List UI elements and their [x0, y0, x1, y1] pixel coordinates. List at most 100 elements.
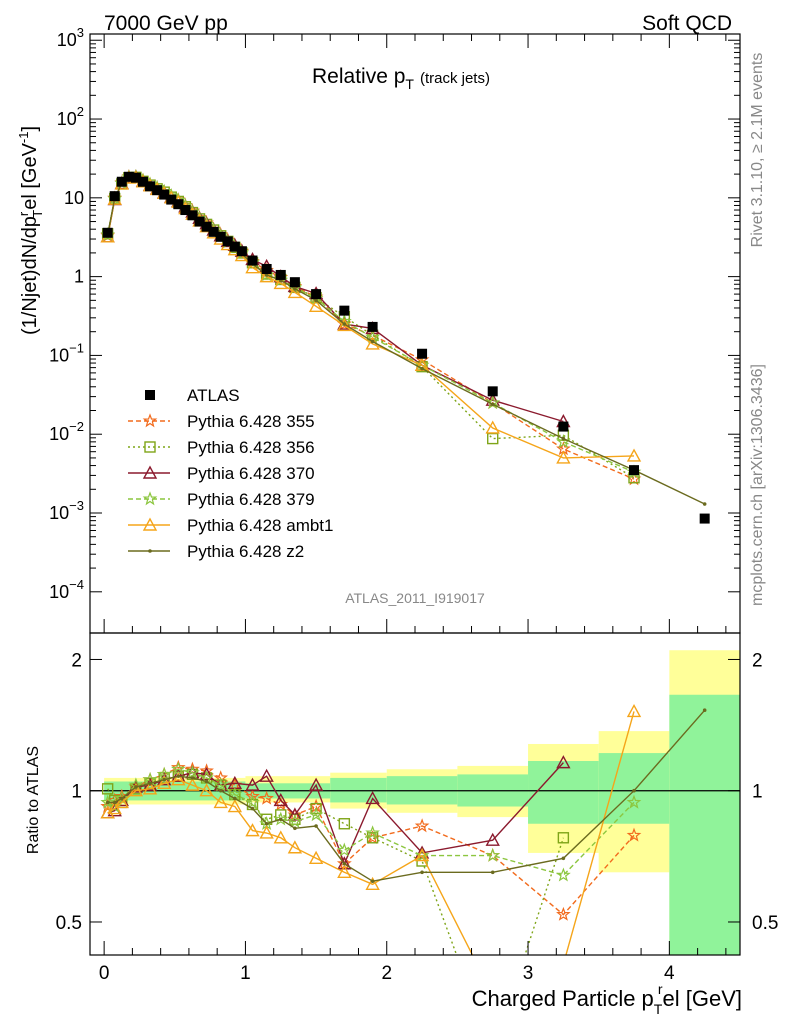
series-ambt1 [100, 170, 642, 464]
point-ATLAS-19 [236, 246, 247, 257]
ratio-line-p379 [107, 768, 635, 876]
legend-marker-ATLAS [145, 390, 155, 400]
ratio-point-p379-14 [287, 813, 303, 828]
ratio-point-ambt1-18 [414, 848, 430, 862]
ratio-series [100, 703, 707, 955]
ratio-plot: 0.5 0.5 1 1 2 2 0 1 2 3 4 [56, 632, 778, 984]
point-ATLAS-8 [159, 189, 170, 200]
ratio-point-z2-1 [112, 800, 117, 805]
x-tick-label-4: 4 [664, 963, 675, 984]
point-ATLAS-17 [222, 236, 233, 247]
legend-marker-p370 [142, 465, 158, 479]
legend-label-p356: Pythia 6.428 356 [187, 438, 315, 457]
ratio-point-z2-12 [264, 821, 269, 826]
x-tick-label-3: 3 [523, 963, 534, 984]
ratio-point-z2-18 [420, 870, 424, 875]
point-ATLAS-15 [208, 226, 219, 237]
ratio-point-p379-16 [336, 842, 352, 857]
point-z2-21 [264, 273, 269, 277]
ratio-point-p370-16 [337, 856, 352, 870]
legend-label-p370: Pythia 6.428 370 [187, 464, 315, 483]
ratio-point-p356-0 [101, 783, 114, 795]
ratio-point-ambt1-15 [308, 850, 324, 864]
series-p370 [100, 169, 571, 428]
rivet-label: Rivet 3.1.10, ≥ 2.1M events [749, 53, 766, 248]
legend-label-ATLAS: ATLAS [187, 386, 240, 405]
ratio-y-label-r-1: 1 [752, 782, 763, 803]
point-ATLAS-5 [137, 176, 148, 187]
ratio-point-ambt1-5 [157, 775, 172, 789]
point-z2-26 [370, 339, 375, 344]
ratio-point-z2-15 [314, 824, 318, 828]
point-p356-28 [487, 432, 499, 445]
ratio-point-p379-15 [308, 807, 324, 822]
point-ATLAS-26 [367, 321, 378, 332]
point-p355-30 [626, 471, 642, 486]
ratio-point-p370-20 [556, 755, 571, 769]
y-tick-label-6: 10−3 [49, 498, 84, 523]
y-axis-label: (1/Njet)dN/dprTel [GeV-1] [16, 126, 45, 335]
point-ATLAS-31 [699, 513, 710, 524]
ratio-point-ambt1-9 [213, 794, 228, 809]
ratio-point-ambt1-14 [287, 840, 303, 854]
legend-label-ambt1: Pythia 6.428 ambt1 [187, 516, 333, 535]
ratio-point-z2-16 [342, 861, 347, 866]
ratio-point-p370-15 [308, 777, 324, 791]
point-z2-27 [420, 366, 424, 371]
point-ATLAS-23 [289, 277, 300, 288]
ratio-line-p355 [107, 766, 635, 916]
ratio-point-p356-15 [310, 802, 322, 815]
ratio-point-p355-18 [414, 818, 430, 833]
point-ATLAS-14 [201, 221, 212, 232]
point-ATLAS-18 [229, 241, 240, 252]
ratio-point-p356-20 [557, 832, 570, 844]
ratio-point-ambt1-21 [626, 703, 642, 718]
ratio-point-p379-6 [170, 761, 186, 776]
x-tick-label-0: 0 [99, 963, 110, 984]
point-ATLAS-22 [275, 269, 286, 280]
point-ambt1-30 [626, 448, 642, 462]
plot-title: Relative pT (track jets) [312, 65, 490, 92]
band-inner-6 [598, 753, 670, 824]
ratio-point-p379-20 [556, 867, 571, 882]
point-p356-27 [416, 360, 428, 373]
ratio-point-z2-21 [632, 788, 636, 793]
analysis-watermark: ATLAS_2011_I919017 [345, 590, 485, 606]
ratio-bands [104, 650, 740, 955]
ratio-point-p379-17 [365, 825, 380, 840]
ratio-y-label-r-0: 0.5 [752, 913, 778, 934]
ratio-point-ambt1-7 [185, 777, 200, 791]
point-ambt1-23 [287, 284, 303, 299]
ratio-point-ambt1-10 [227, 799, 243, 813]
ratio-point-z2-9 [218, 788, 223, 793]
ratio-point-z2-4 [148, 781, 152, 786]
ratio-point-ambt1-4 [142, 781, 158, 795]
header-left: 7000 GeV pp [104, 12, 228, 35]
point-ATLAS-0 [102, 227, 113, 238]
ratio-point-p356-16 [338, 818, 351, 830]
ratio-point-p370-6 [171, 768, 186, 782]
legend-label-p355: Pythia 6.428 355 [187, 412, 315, 431]
ratio-point-ambt1-8 [199, 783, 214, 797]
point-ATLAS-1 [109, 191, 120, 202]
point-ambt1-28 [485, 420, 500, 434]
y-tick-label-0: 103 [57, 25, 84, 50]
point-ATLAS-30 [629, 465, 640, 476]
ratio-point-z2-10 [233, 796, 237, 801]
header-right: Soft QCD [642, 12, 732, 35]
ratio-point-ambt1-12 [259, 825, 274, 839]
point-ATLAS-27 [417, 348, 428, 359]
ratio-point-z2-8 [204, 779, 209, 784]
legend-marker-p355 [142, 413, 158, 428]
ratio-y-label-2: 2 [71, 650, 82, 671]
y-tick-label-3: 1 [74, 267, 84, 287]
ratio-point-ambt1-6 [171, 772, 186, 786]
point-ATLAS-7 [152, 185, 163, 196]
point-z2-28 [490, 402, 495, 407]
point-ambt1-29 [556, 450, 571, 464]
y-tick-label-4: 10−1 [49, 340, 84, 365]
ratio-point-p355-7 [185, 761, 200, 776]
point-ATLAS-12 [187, 210, 198, 221]
